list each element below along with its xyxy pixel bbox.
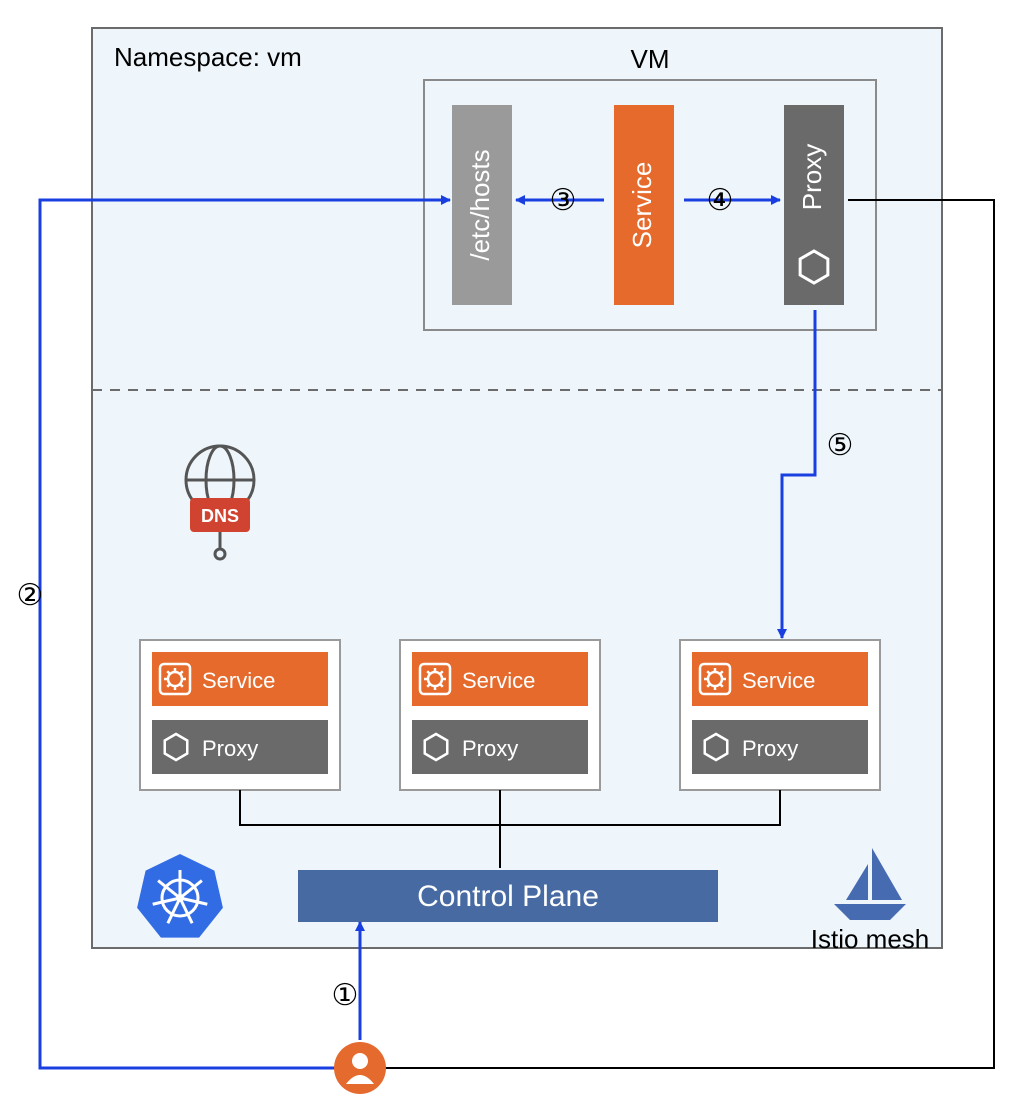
istio-label: Istio mesh <box>811 924 930 954</box>
pod-service-label: Service <box>742 668 815 693</box>
vm-proxy-label: Proxy <box>797 144 827 210</box>
vm-service-label: Service <box>627 162 657 249</box>
control-plane-label: Control Plane <box>417 880 599 913</box>
step-2-label: ② <box>17 579 44 612</box>
pod-service-label: Service <box>202 668 275 693</box>
dns-label: DNS <box>201 506 239 526</box>
vm-etc-hosts-label: /etc/hosts <box>465 149 495 260</box>
pod: Service Proxy <box>400 640 600 790</box>
pod-service-label: Service <box>462 668 535 693</box>
step-3-label: ③ <box>550 184 577 217</box>
step-1-label: ① <box>332 979 359 1012</box>
step-5-label: ⑤ <box>827 429 854 462</box>
user-icon <box>334 1042 386 1094</box>
namespace-title: Namespace: vm <box>114 42 302 72</box>
step-4-label: ④ <box>707 184 734 217</box>
pod-proxy-label: Proxy <box>742 736 798 761</box>
pod: Service Proxy <box>140 640 340 790</box>
vm-title: VM <box>631 44 670 74</box>
pod-proxy-label: Proxy <box>462 736 518 761</box>
pod: Service Proxy <box>680 640 880 790</box>
pod-proxy-label: Proxy <box>202 736 258 761</box>
